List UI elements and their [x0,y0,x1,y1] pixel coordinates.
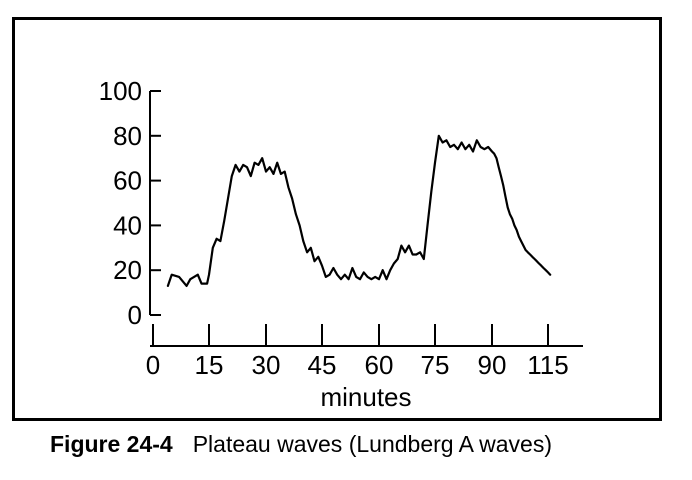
x-tick-label: 115 [527,350,568,380]
x-tick-label: 75 [421,350,450,380]
figure-frame: 0 20 40 60 80 100 0 15 30 45 60 75 90 115 minutes [12,17,662,421]
x-axis: 0 15 30 45 60 75 90 115 [146,324,583,380]
x-axis-label: minutes [320,382,411,412]
y-tick-label: 0 [128,300,142,330]
y-tick-label: 100 [99,76,142,106]
caption-text: Plateau waves (Lundberg A waves) [192,431,552,457]
x-tick-label: 45 [308,350,337,380]
x-tick-label: 90 [478,350,507,380]
x-tick-label: 60 [365,350,394,380]
caption-label: Figure 24-4 [50,431,173,457]
y-tick-label: 40 [113,210,142,240]
y-tick-label: 80 [113,121,142,151]
y-tick-label: 60 [113,166,142,196]
x-tick-label: 15 [195,350,224,380]
y-axis: 0 20 40 60 80 100 [99,76,161,330]
line-chart: 0 20 40 60 80 100 0 15 30 45 60 75 90 115 minutes [99,76,583,412]
series-line [166,134,552,287]
x-tick-label: 0 [146,350,160,380]
figure-caption: Figure 24-4 Plateau waves (Lundberg A wav… [50,431,552,458]
series-group [166,134,552,287]
x-tick-label: 30 [252,350,281,380]
y-tick-label: 20 [113,255,142,285]
